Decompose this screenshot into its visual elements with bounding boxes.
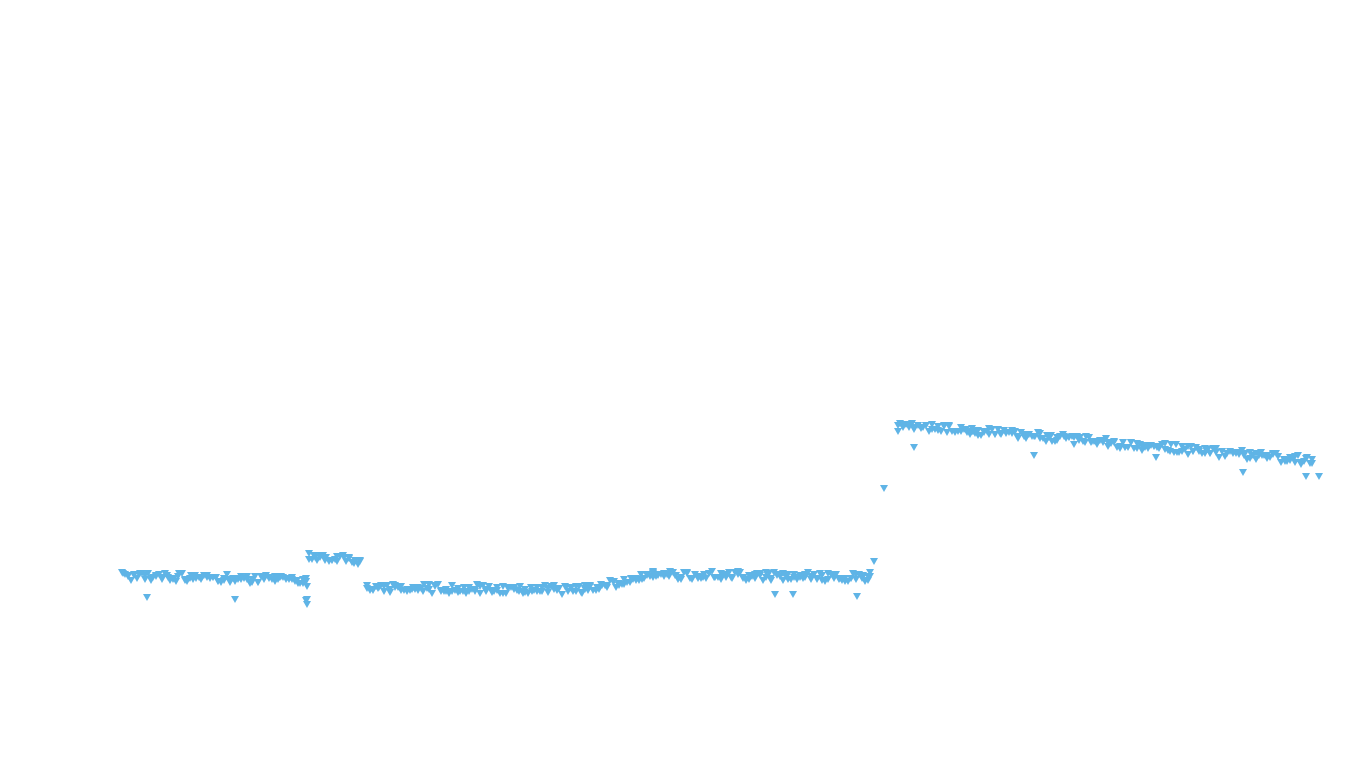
data-point bbox=[910, 444, 918, 451]
data-point bbox=[1152, 454, 1160, 461]
data-point bbox=[302, 597, 310, 604]
data-point bbox=[853, 593, 861, 600]
data-point bbox=[789, 591, 797, 598]
data-point bbox=[870, 558, 878, 565]
data-point bbox=[143, 594, 151, 601]
data-point bbox=[866, 569, 874, 576]
data-point bbox=[1315, 473, 1323, 480]
data-point bbox=[771, 591, 779, 598]
data-point bbox=[1239, 469, 1247, 476]
scatter-plot bbox=[0, 0, 1360, 768]
data-point bbox=[1030, 452, 1038, 459]
data-point bbox=[880, 485, 888, 492]
data-point bbox=[303, 583, 311, 590]
data-point bbox=[428, 590, 436, 597]
data-point bbox=[302, 575, 310, 582]
data-point bbox=[231, 596, 239, 603]
data-point bbox=[1308, 456, 1316, 463]
data-point bbox=[356, 558, 364, 565]
data-point bbox=[1302, 473, 1310, 480]
